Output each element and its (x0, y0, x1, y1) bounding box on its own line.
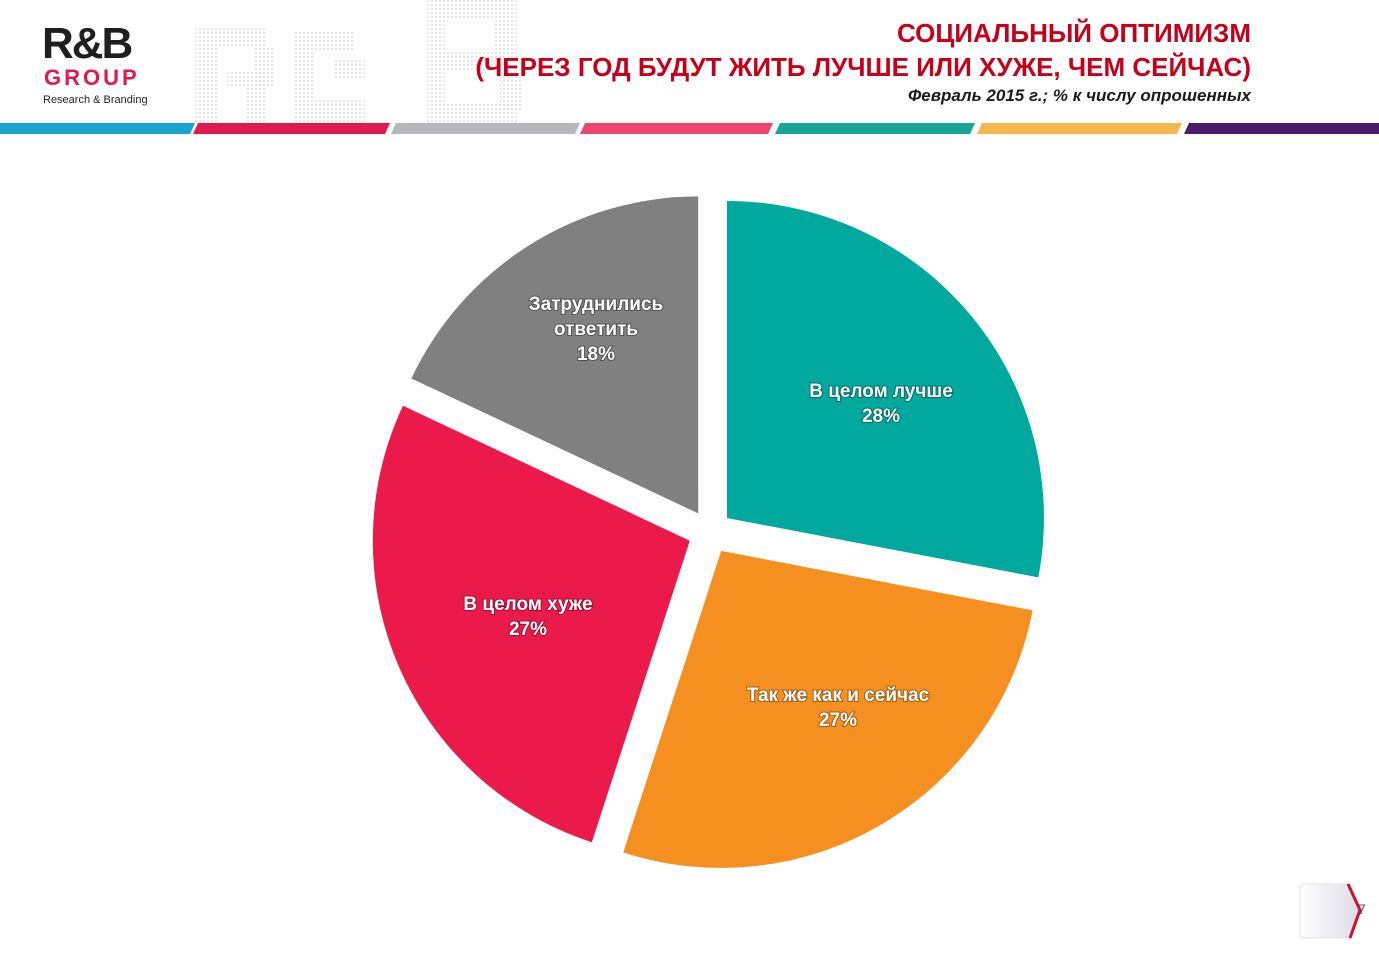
stripe-segment (977, 123, 1182, 134)
stripe-segment (1184, 123, 1379, 134)
pie-slice (411, 196, 699, 514)
header-color-stripe (0, 123, 1379, 134)
slice-label: Затруднились ответить 18% (529, 294, 663, 365)
logo-tagline: Research & Branding (43, 94, 148, 106)
pie-slice (623, 550, 1033, 868)
stripe-segment (0, 123, 195, 134)
pie-slice (372, 405, 690, 843)
stripe-segment (391, 123, 580, 134)
page-title-line1: СОЦИАЛЬНЫЙ ОПТИМИЗМ (897, 18, 1251, 48)
logo-brand-text: R&B (42, 19, 133, 68)
logo-watermark (195, 0, 522, 122)
stripe-segment (580, 123, 773, 134)
stripe-segment (193, 123, 390, 134)
page-subtitle: Февраль 2015 г.; % к числу опрошенных (907, 86, 1251, 105)
page-number-tab: 7 (1299, 883, 1366, 939)
page-number: 7 (1358, 901, 1366, 917)
page-title-line2: (ЧЕРЕЗ ГОД БУДУТ ЖИТЬ ЛУЧШЕ ИЛИ ХУЖЕ, ЧЕ… (475, 52, 1251, 82)
pie-slice (726, 200, 1044, 578)
slice-label: В целом лучше 28% (809, 381, 953, 427)
slice-label: Так же как и сейчас 27% (747, 685, 930, 731)
slice-label: В целом хуже 27% (463, 594, 592, 640)
logo-group-text: GROUP (44, 65, 140, 90)
company-logo: R&B GROUP Research & Branding (42, 22, 182, 112)
stripe-segment (775, 123, 975, 134)
